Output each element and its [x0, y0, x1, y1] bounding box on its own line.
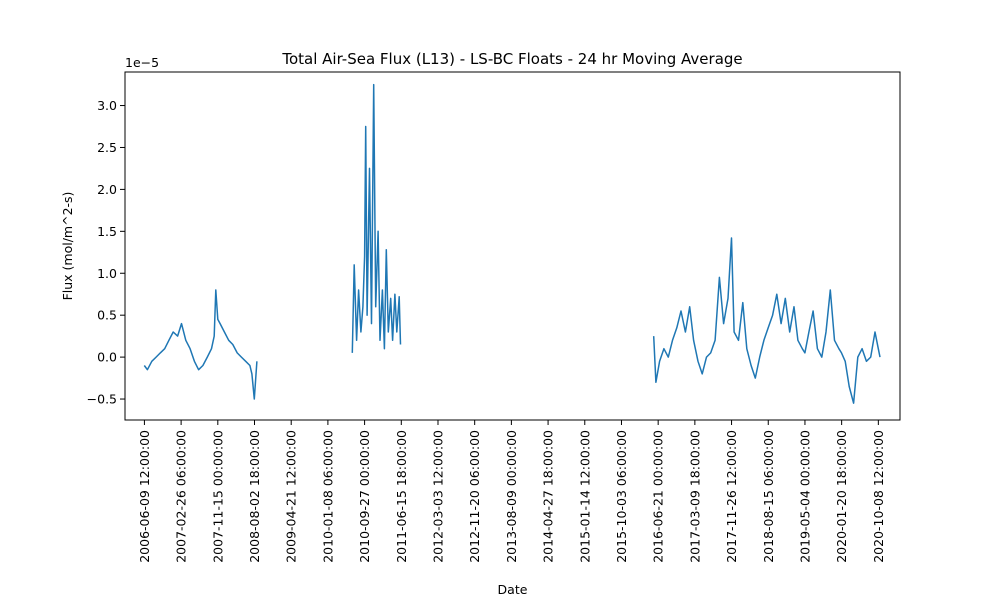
x-tick-label: 2019-05-04 00:00:00 [797, 430, 812, 563]
x-tick-label: 2007-11-15 00:00:00 [210, 430, 225, 563]
y-tick-label: 1.0 [97, 266, 117, 281]
x-tick-label: 2008-08-02 18:00:00 [247, 430, 262, 563]
x-tick-label: 2017-03-09 18:00:00 [687, 430, 702, 563]
series-line-segment-1 [143, 289, 258, 400]
y-axis-label: Flux (mol/m^2-s) [60, 192, 75, 301]
x-tick-label: 2007-02-26 06:00:00 [174, 430, 189, 563]
x-tick-label: 2015-01-14 12:00:00 [577, 430, 592, 563]
y-axis: −0.5 0.0 0.5 1.0 1.5 2.0 2.5 3.0 [87, 98, 125, 407]
y-tick-label: 3.0 [97, 98, 117, 113]
x-tick-label: 2012-03-03 12:00:00 [430, 430, 445, 563]
series-line-segment-2 [351, 83, 402, 353]
x-axis-label: Date [498, 582, 528, 597]
x-tick-label: 2014-04-27 18:00:00 [541, 430, 556, 563]
x-tick-label: 2015-10-03 06:00:00 [614, 430, 629, 563]
x-tick-label: 2013-08-09 00:00:00 [504, 430, 519, 563]
y-tick-label: 2.5 [97, 140, 117, 155]
x-tick-label: 2010-01-08 06:00:00 [320, 430, 335, 563]
x-tick-label: 2020-01-20 18:00:00 [834, 430, 849, 563]
x-tick-label: 2012-11-20 06:00:00 [467, 430, 482, 563]
x-tick-label: 2018-08-15 06:00:00 [761, 430, 776, 563]
y-tick-label: 1.5 [97, 224, 117, 239]
series-line-segment-3 [652, 237, 881, 404]
x-tick-label: 2006-06-09 12:00:00 [137, 430, 152, 563]
y-tick-label: 2.0 [97, 182, 117, 197]
series-lines [143, 83, 881, 404]
x-tick-label: 2009-04-21 12:00:00 [284, 430, 299, 563]
x-axis: 2006-06-09 12:00:00 2007-02-26 06:00:00 20… [137, 420, 886, 563]
y-tick-label: −0.5 [87, 392, 117, 407]
x-tick-label: 2020-10-08 12:00:00 [871, 430, 886, 563]
plot-frame [124, 71, 901, 421]
x-tick-label: 2011-06-15 18:00:00 [394, 430, 409, 563]
x-tick-label: 2016-06-21 00:00:00 [651, 430, 666, 563]
chart-title: Total Air-Sea Flux (L13) - LS-BC Floats … [281, 50, 742, 68]
y-tick-label: 0.5 [97, 308, 117, 323]
x-tick-label: 2010-09-27 00:00:00 [357, 430, 372, 563]
x-tick-label: 2017-11-26 12:00:00 [724, 430, 739, 563]
y-tick-label: 0.0 [97, 350, 117, 365]
y-offset-label: 1e−5 [125, 55, 159, 70]
